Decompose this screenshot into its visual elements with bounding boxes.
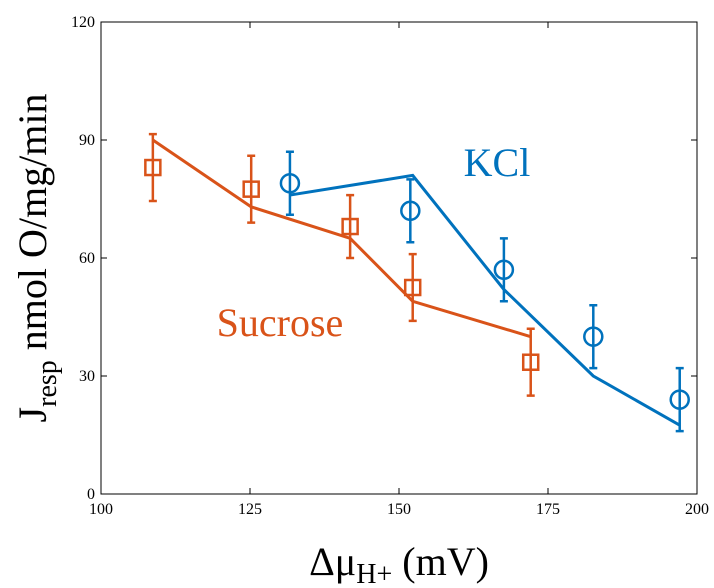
error-bar <box>247 154 256 224</box>
error-bar <box>148 132 157 203</box>
y-tick-label: 90 <box>79 132 95 149</box>
y-label-main: J <box>10 407 55 423</box>
error-bar <box>499 237 508 303</box>
marker <box>279 173 301 194</box>
y-label-sub: resp <box>32 360 63 407</box>
y-tick-label: 0 <box>87 486 95 503</box>
fit-line <box>289 173 681 427</box>
marker <box>493 259 515 281</box>
x-tick-label: 125 <box>238 501 262 518</box>
marker <box>669 389 690 410</box>
marker <box>403 278 422 297</box>
error-bar <box>406 178 415 244</box>
y-tick-label: 60 <box>79 250 95 267</box>
x-label-main: Δμ <box>309 539 356 584</box>
error-bar <box>589 303 598 370</box>
marker <box>144 158 162 177</box>
error-bar <box>346 193 355 260</box>
y-label-rest: nmol O/mg/min <box>10 94 55 361</box>
series-label: Sucrose <box>217 300 344 345</box>
series-label: KCl <box>464 140 531 185</box>
x-label-sub: H+ <box>356 559 392 588</box>
x-tick-label: 150 <box>387 501 411 518</box>
marker <box>341 217 359 236</box>
error-bar <box>526 327 535 397</box>
error-bar <box>285 150 294 216</box>
x-tick-label: 200 <box>685 501 709 518</box>
error-bar <box>675 366 684 433</box>
marker <box>521 353 540 371</box>
marker <box>400 200 421 222</box>
y-tick-label: 30 <box>79 368 95 385</box>
y-tick-label: 120 <box>71 14 95 31</box>
marker <box>583 326 604 347</box>
plot-frame <box>100 21 698 495</box>
marker <box>242 180 260 198</box>
error-bar <box>408 252 417 323</box>
x-label-rest: (mV) <box>392 539 489 584</box>
x-tick-label: 175 <box>536 501 560 518</box>
x-tick-label: 100 <box>89 501 113 518</box>
y-axis-label: Jresp nmol O/mg/min <box>10 94 63 423</box>
x-axis-label: ΔμH+ (mV) <box>309 539 489 588</box>
